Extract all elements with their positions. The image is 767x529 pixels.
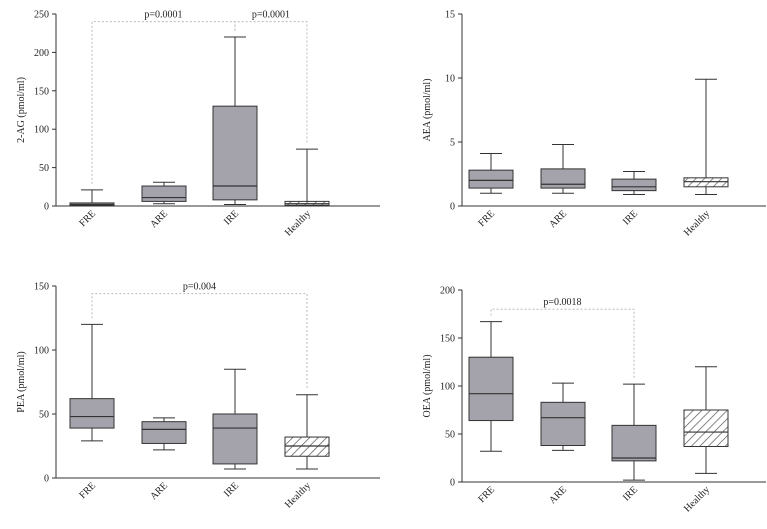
y-axis-label: OEA (pmol/ml) bbox=[422, 354, 433, 417]
x-category-label: ARE bbox=[547, 208, 569, 230]
y-tick-label: 50 bbox=[445, 430, 455, 441]
box-ire bbox=[212, 368, 258, 470]
iqr-box bbox=[611, 178, 657, 192]
box-ire bbox=[611, 170, 657, 195]
x-category-label: IRE bbox=[222, 480, 241, 499]
x-category-label: IRE bbox=[621, 208, 640, 227]
significance-bracket bbox=[234, 21, 308, 144]
y-tick-label: 0 bbox=[44, 202, 49, 213]
iqr-box bbox=[540, 168, 586, 189]
y-tick-label: 0 bbox=[44, 474, 49, 485]
box-fre bbox=[69, 323, 115, 442]
y-tick-label: 15 bbox=[445, 10, 455, 21]
p-value-label: p=0.0001 bbox=[252, 10, 290, 21]
x-category-label: Healthy bbox=[682, 484, 712, 514]
box-are bbox=[540, 382, 586, 451]
y-tick-label: 100 bbox=[440, 382, 455, 393]
p-value-label: p=0.004 bbox=[183, 282, 216, 293]
iqr-box bbox=[611, 424, 657, 462]
y-tick-label: 50 bbox=[39, 163, 49, 174]
y-axis-label: 2-AG (pmol/ml) bbox=[16, 77, 27, 143]
x-category-label: ARE bbox=[148, 208, 170, 230]
y-tick-label: 10 bbox=[445, 74, 455, 85]
y-tick-label: 100 bbox=[34, 346, 49, 357]
box-are bbox=[540, 144, 586, 194]
box-fre bbox=[468, 321, 514, 452]
iqr-box bbox=[540, 401, 586, 447]
x-category-label: FRE bbox=[476, 208, 497, 229]
y-tick-label: 0 bbox=[450, 478, 455, 489]
chart-panel-2: 0 50 100 150 PEA (pmol/ml) FRE ARE IRE Healthy p=… bbox=[16, 282, 380, 511]
x-category-label: FRE bbox=[77, 480, 98, 501]
box-are bbox=[141, 181, 187, 205]
x-category-label: ARE bbox=[148, 480, 170, 502]
box-fre bbox=[468, 153, 514, 194]
box-healthy bbox=[284, 148, 330, 207]
y-tick-label: 150 bbox=[34, 282, 49, 293]
y-tick-label: 5 bbox=[450, 138, 455, 149]
y-tick-label: 50 bbox=[39, 410, 49, 421]
x-category-label: FRE bbox=[77, 208, 98, 229]
y-tick-label: 0 bbox=[450, 202, 455, 213]
x-category-label: IRE bbox=[222, 208, 241, 227]
y-tick-label: 200 bbox=[440, 286, 455, 297]
x-category-label: FRE bbox=[476, 484, 497, 505]
x-category-label: IRE bbox=[621, 484, 640, 503]
iqr-box bbox=[212, 105, 258, 201]
iqr-box bbox=[683, 177, 729, 188]
iqr-box bbox=[69, 398, 115, 429]
y-tick-label: 200 bbox=[34, 48, 49, 59]
y-tick-label: 100 bbox=[34, 125, 49, 136]
iqr-box bbox=[683, 409, 729, 447]
significance-bracket bbox=[490, 308, 635, 379]
box-ire bbox=[212, 36, 258, 205]
iqr-box bbox=[141, 185, 187, 202]
x-category-label: Healthy bbox=[682, 208, 712, 238]
chart-panel-3: 0 50 100 150 200 OEA (pmol/ml) FRE ARE IRE Health… bbox=[422, 286, 766, 515]
p-value-label: p=0.0001 bbox=[144, 10, 182, 21]
y-axis-label: PEA (pmol/ml) bbox=[16, 351, 27, 412]
x-category-label: Healthy bbox=[283, 208, 313, 238]
box-fre bbox=[69, 189, 115, 207]
x-category-label: ARE bbox=[547, 484, 569, 506]
iqr-box bbox=[284, 436, 330, 457]
box-ire bbox=[611, 383, 657, 481]
box-healthy bbox=[683, 366, 729, 474]
box-healthy bbox=[284, 394, 330, 470]
y-tick-label: 150 bbox=[440, 334, 455, 345]
x-category-label: Healthy bbox=[283, 480, 313, 510]
iqr-box bbox=[141, 421, 187, 444]
box-are bbox=[141, 417, 187, 451]
p-value-label: p=0.0018 bbox=[543, 297, 581, 308]
significance-bracket bbox=[91, 293, 308, 389]
box-healthy bbox=[683, 78, 729, 195]
chart-panel-1: 0 5 10 15 AEA (pmol/ml) FRE ARE IRE Healthy bbox=[422, 10, 766, 239]
y-axis-label: AEA (pmol/ml) bbox=[422, 78, 433, 141]
iqr-box bbox=[468, 169, 514, 189]
y-tick-label: 150 bbox=[34, 86, 49, 97]
iqr-box bbox=[212, 413, 258, 465]
y-tick-label: 250 bbox=[34, 10, 49, 21]
chart-panel-0: 0 50 100 150 200 250 2-AG (pmol/ml) FRE ARE IRE He… bbox=[16, 10, 380, 239]
iqr-box bbox=[468, 356, 514, 422]
